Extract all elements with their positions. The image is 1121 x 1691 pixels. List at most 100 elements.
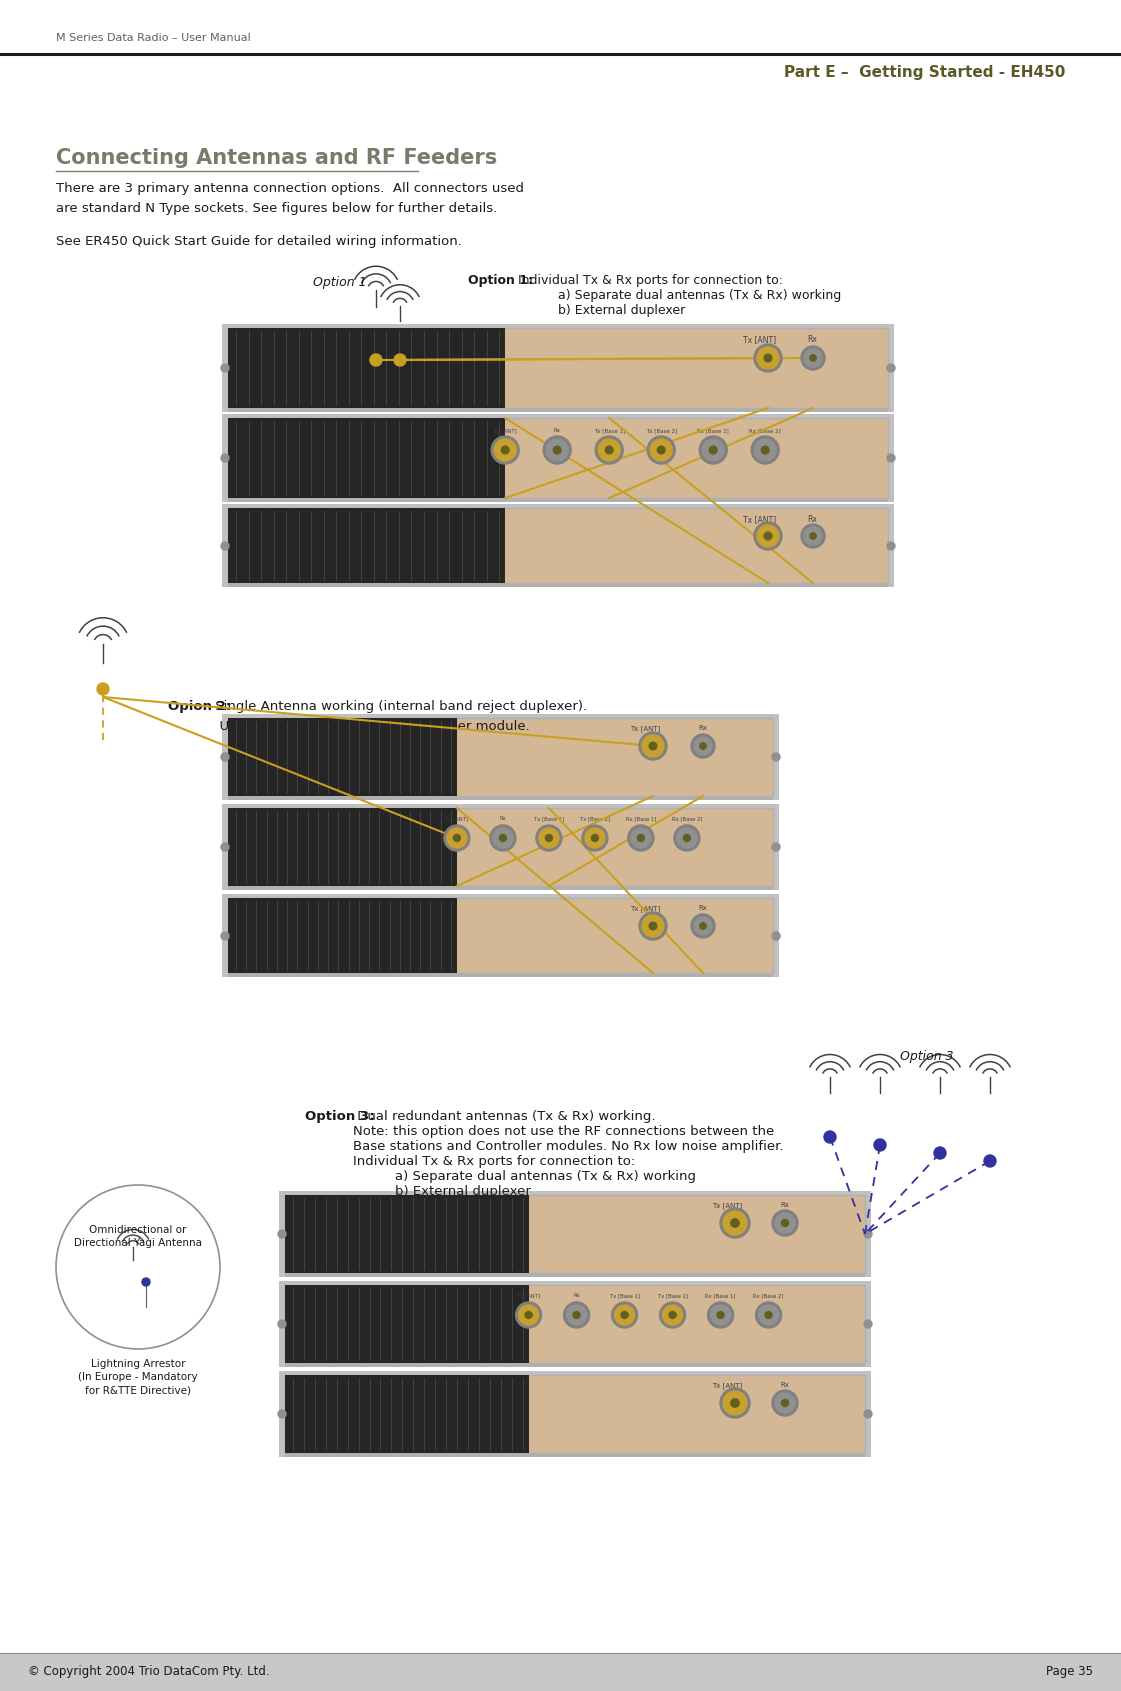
Circle shape bbox=[694, 737, 712, 754]
Circle shape bbox=[775, 1212, 795, 1233]
Circle shape bbox=[887, 543, 895, 550]
Circle shape bbox=[766, 1312, 772, 1319]
Text: Tx [Base 2]: Tx [Base 2] bbox=[646, 428, 677, 433]
Circle shape bbox=[720, 1388, 750, 1419]
Text: See ER450 Quick Start Guide for detailed wiring information.: See ER450 Quick Start Guide for detailed… bbox=[56, 235, 462, 249]
Circle shape bbox=[614, 1305, 634, 1326]
Circle shape bbox=[493, 829, 513, 847]
Circle shape bbox=[612, 1302, 638, 1327]
Text: M Series Data Radio – User Manual: M Series Data Radio – User Manual bbox=[56, 34, 251, 42]
Circle shape bbox=[765, 533, 772, 539]
Circle shape bbox=[700, 742, 706, 749]
Circle shape bbox=[864, 1229, 872, 1238]
Circle shape bbox=[874, 1140, 886, 1152]
Circle shape bbox=[278, 1229, 286, 1238]
Bar bbox=[285, 1363, 865, 1366]
Circle shape bbox=[663, 1305, 683, 1326]
Circle shape bbox=[723, 1392, 747, 1415]
Circle shape bbox=[720, 1207, 750, 1238]
Text: a) Separate dual antennas (Tx & Rx) working: a) Separate dual antennas (Tx & Rx) work… bbox=[558, 289, 841, 303]
Text: Rx: Rx bbox=[807, 516, 817, 524]
Text: Tx [ANT]: Tx [ANT] bbox=[517, 1294, 540, 1299]
Circle shape bbox=[757, 347, 779, 369]
Circle shape bbox=[447, 829, 467, 847]
Bar bbox=[222, 504, 895, 587]
Bar bbox=[228, 328, 506, 408]
Circle shape bbox=[499, 834, 507, 842]
Circle shape bbox=[278, 1321, 286, 1327]
Circle shape bbox=[585, 829, 605, 847]
Circle shape bbox=[539, 829, 559, 847]
Bar bbox=[228, 408, 888, 413]
Circle shape bbox=[501, 446, 509, 453]
Circle shape bbox=[221, 752, 229, 761]
Text: Rx: Rx bbox=[698, 725, 707, 731]
Circle shape bbox=[566, 1305, 586, 1326]
Circle shape bbox=[781, 1400, 788, 1407]
Circle shape bbox=[824, 1131, 836, 1143]
Text: Rx [Base 2]: Rx [Base 2] bbox=[753, 1294, 784, 1299]
Circle shape bbox=[772, 1211, 798, 1236]
Circle shape bbox=[934, 1146, 946, 1158]
Bar bbox=[228, 808, 773, 886]
Circle shape bbox=[631, 829, 651, 847]
Text: Tx [Base 1]: Tx [Base 1] bbox=[534, 817, 564, 822]
Text: Rx: Rx bbox=[554, 428, 560, 433]
Bar bbox=[279, 1190, 871, 1277]
Circle shape bbox=[599, 440, 620, 462]
Circle shape bbox=[754, 343, 782, 372]
Circle shape bbox=[691, 915, 715, 939]
Text: Note: this option does not use the RF connections between the: Note: this option does not use the RF co… bbox=[353, 1125, 775, 1138]
Text: Rx [Base 1]: Rx [Base 1] bbox=[697, 428, 729, 433]
Text: Opion 2:: Opion 2: bbox=[168, 700, 231, 714]
Circle shape bbox=[802, 347, 825, 370]
Circle shape bbox=[731, 1398, 739, 1407]
Bar bbox=[222, 714, 779, 800]
Circle shape bbox=[525, 1312, 532, 1319]
Text: b) External duplexer: b) External duplexer bbox=[395, 1185, 531, 1197]
Circle shape bbox=[700, 923, 706, 928]
Bar bbox=[222, 895, 779, 977]
Text: Rx [Base 1]: Rx [Base 1] bbox=[705, 1294, 735, 1299]
Circle shape bbox=[278, 1410, 286, 1419]
Circle shape bbox=[639, 732, 667, 759]
Text: Rx [Base 2]: Rx [Base 2] bbox=[671, 817, 702, 822]
Circle shape bbox=[221, 844, 229, 851]
Bar bbox=[228, 796, 773, 800]
Text: Tx [Base 2]: Tx [Base 2] bbox=[580, 817, 610, 822]
Bar bbox=[228, 972, 773, 977]
Text: Base stations and Controller modules. No Rx low noise amplifier.: Base stations and Controller modules. No… bbox=[353, 1140, 784, 1153]
Bar bbox=[285, 1273, 865, 1277]
Circle shape bbox=[544, 436, 572, 463]
Bar bbox=[285, 1453, 865, 1458]
Bar bbox=[279, 1371, 871, 1458]
Bar bbox=[228, 418, 506, 499]
Circle shape bbox=[582, 825, 608, 851]
Circle shape bbox=[694, 917, 712, 935]
Bar bbox=[222, 803, 779, 889]
Text: Dual redundant antennas (Tx & Rx) working.: Dual redundant antennas (Tx & Rx) workin… bbox=[353, 1109, 656, 1123]
Text: © Copyright 2004 Trio DataCom Pty. Ltd.: © Copyright 2004 Trio DataCom Pty. Ltd. bbox=[28, 1666, 270, 1679]
Circle shape bbox=[221, 932, 229, 940]
Circle shape bbox=[490, 825, 516, 851]
Text: a) Separate dual antennas (Tx & Rx) working: a) Separate dual antennas (Tx & Rx) work… bbox=[395, 1170, 696, 1184]
Circle shape bbox=[707, 1302, 733, 1327]
Circle shape bbox=[751, 436, 779, 463]
Circle shape bbox=[444, 825, 470, 851]
Circle shape bbox=[638, 834, 645, 842]
Bar bbox=[285, 1196, 865, 1273]
Text: Tx [ANT]: Tx [ANT] bbox=[712, 1202, 742, 1209]
Bar bbox=[228, 898, 773, 972]
Bar bbox=[222, 414, 895, 502]
Circle shape bbox=[731, 1219, 739, 1228]
Circle shape bbox=[765, 353, 772, 362]
Text: Rx: Rx bbox=[573, 1294, 580, 1299]
Circle shape bbox=[757, 524, 779, 546]
Text: Option 1:: Option 1: bbox=[467, 274, 532, 287]
Text: Rx: Rx bbox=[500, 817, 507, 822]
Bar bbox=[279, 1282, 871, 1366]
Bar bbox=[285, 1375, 529, 1453]
Circle shape bbox=[887, 453, 895, 462]
Circle shape bbox=[564, 1302, 590, 1327]
Circle shape bbox=[759, 1305, 779, 1326]
